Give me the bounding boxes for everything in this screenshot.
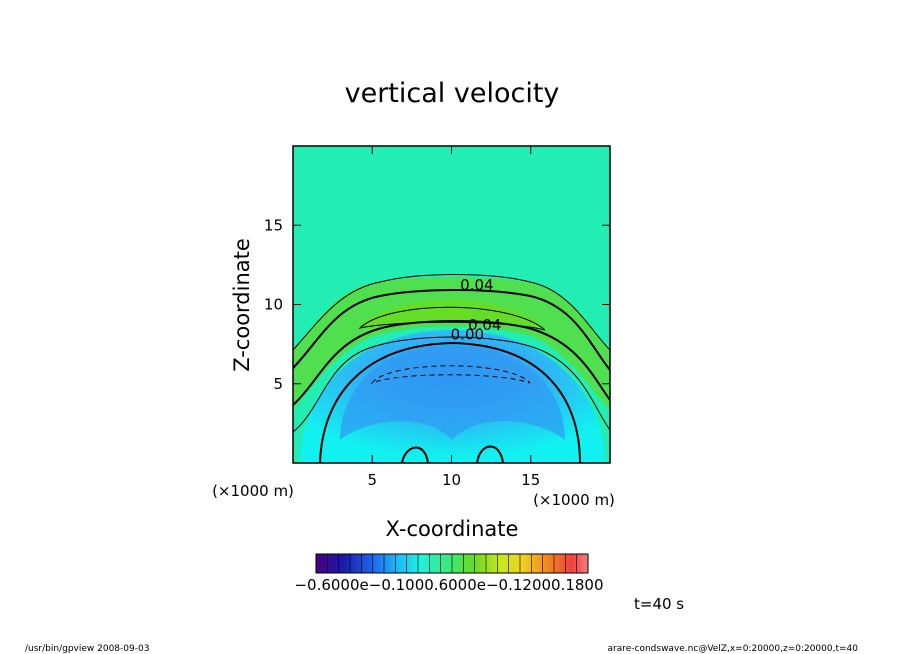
x-unit-label: (×1000 m) (533, 491, 615, 509)
contour-label: 0.04 (468, 316, 501, 334)
time-label: t=40 s (634, 595, 684, 613)
y-unit-label: (×1000 m) (212, 482, 294, 500)
y-tick-label: 5 (273, 375, 283, 393)
contour-label: 0.00 (451, 325, 484, 343)
footer-left: /usr/bin/gpview 2008-09-03 (25, 644, 149, 654)
x-tick-label: 10 (442, 471, 461, 489)
contour-004-upper (293, 289, 610, 371)
contour-outer (293, 274, 610, 351)
x-tick-label: 15 (521, 471, 540, 489)
downdraft-inner (340, 345, 565, 440)
contour-bump-right (476, 445, 504, 463)
y-tick-label: 15 (264, 216, 283, 234)
contour-thin-lower (293, 336, 610, 433)
contour-labels: 0.040.040.00 (451, 276, 502, 343)
contour-004-lower (293, 320, 610, 406)
x-axis-ticks: 5 10 15 (367, 146, 540, 489)
y-axis-ticks: 5 10 15 (264, 216, 610, 393)
footer-right: arare-condswave.nc@VelZ,x=0:20000,z=0:20… (607, 644, 858, 654)
colorbar-labels: −0.6000e−0.1000.6000e−0.12000.1800 (294, 576, 603, 594)
y-axis-label: Z-coordinate (230, 238, 254, 372)
contour-bump-left (401, 446, 429, 463)
x-tick-label: 5 (367, 471, 377, 489)
contour-000 (319, 341, 581, 463)
colorbar-ticks (327, 554, 577, 573)
y-tick-label: 10 (264, 296, 283, 314)
contour-lines (293, 274, 610, 463)
chart-title: vertical velocity (345, 78, 560, 109)
contour-negative (370, 365, 531, 385)
plot-area: 0.040.040.00 (293, 146, 610, 463)
updraft-band (293, 277, 610, 410)
contour-label: 0.04 (460, 276, 493, 294)
x-axis-label: X-coordinate (386, 517, 519, 541)
